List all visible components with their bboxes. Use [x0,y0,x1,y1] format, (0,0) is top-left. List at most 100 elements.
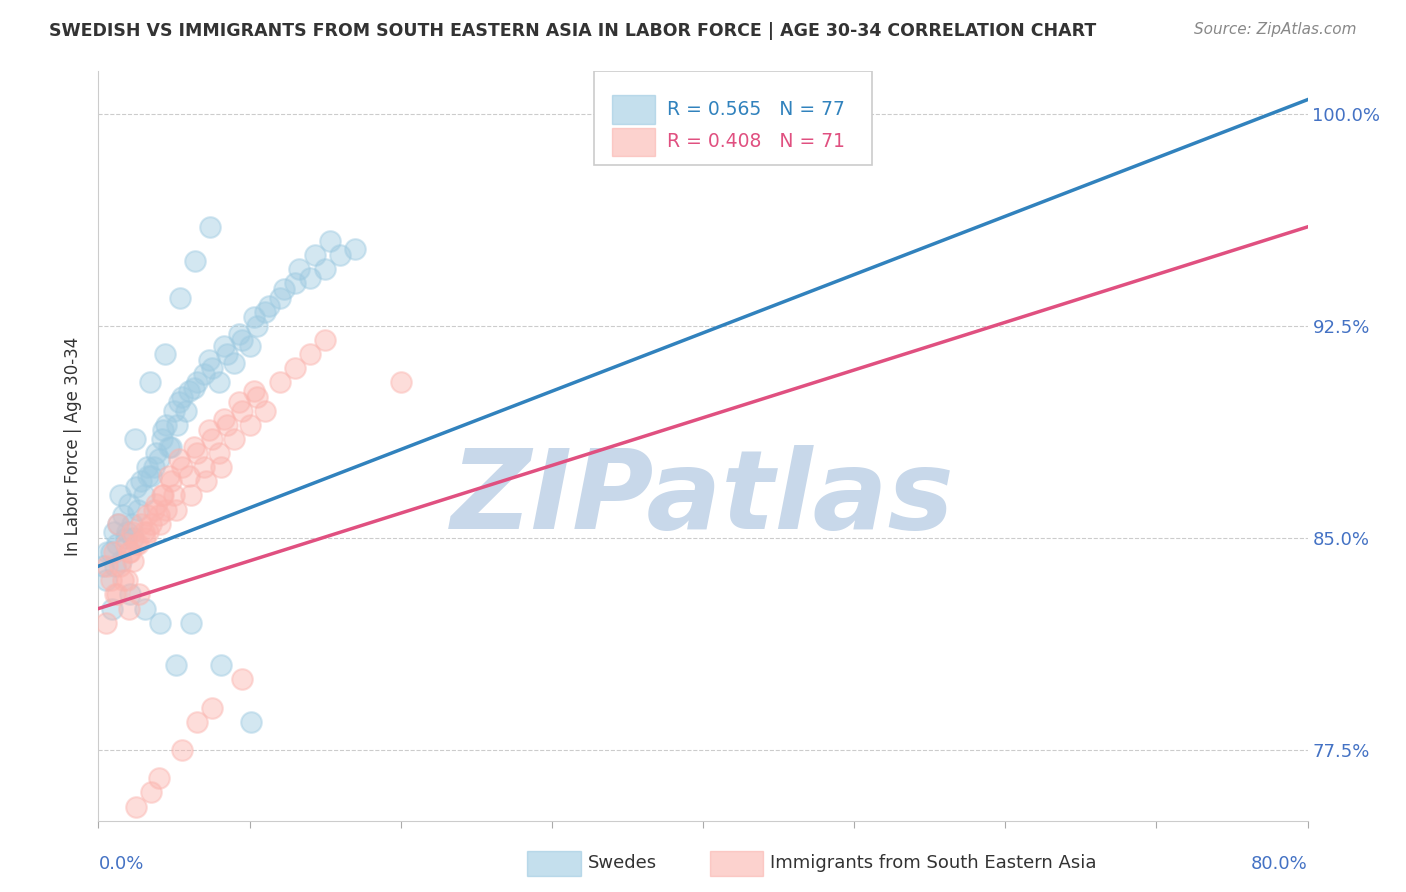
Point [197,424,219,438]
Point [111,508,134,523]
Point [127,502,149,516]
Point [344,243,367,257]
Point [165,502,187,516]
Point [288,262,311,277]
Point [186,446,208,460]
Point [122,553,145,567]
Point [228,395,250,409]
Point [246,318,269,333]
Point [120,587,142,601]
Point [183,441,205,455]
Point [108,488,131,502]
Point [121,516,143,531]
Point [257,299,280,313]
Point [239,338,262,352]
Point [124,432,146,446]
Point [121,525,143,540]
Point [148,771,170,785]
Point [299,270,322,285]
Point [212,338,235,352]
Point [91,559,114,574]
Point [318,234,340,248]
Point [243,310,266,325]
Point [183,381,205,395]
Point [155,417,177,432]
Point [101,601,124,615]
Point [129,475,152,489]
Point [159,468,181,483]
Point [208,376,231,390]
Text: Swedes: Swedes [588,855,657,872]
Point [174,403,197,417]
Point [149,516,172,531]
Point [136,468,159,483]
Point [118,545,141,559]
Point [114,536,136,550]
Point [180,615,202,630]
Point [209,658,232,673]
Point [243,384,266,398]
Point [115,525,138,540]
Point [110,553,132,567]
Point [129,516,152,531]
Point [239,417,262,432]
Point [136,525,159,540]
Y-axis label: In Labor Force | Age 30-34: In Labor Force | Age 30-34 [65,336,83,556]
Point [194,475,217,489]
Point [160,441,183,455]
Point [103,525,125,540]
Point [166,417,188,432]
Point [167,451,190,466]
Point [163,488,186,502]
Point [150,432,173,446]
Point [118,601,141,615]
Point [135,508,157,523]
Text: SWEDISH VS IMMIGRANTS FROM SOUTH EASTERN ASIA IN LABOR FORCE | AGE 30-34 CORRELA: SWEDISH VS IMMIGRANTS FROM SOUTH EASTERN… [49,22,1097,40]
Point [111,574,134,588]
Point [143,502,166,516]
Point [253,304,276,318]
Point [145,446,167,460]
Point [148,451,170,466]
Point [228,327,250,342]
Point [180,488,202,502]
Point [240,714,263,729]
Point [160,475,183,489]
Text: ZIPatlas: ZIPatlas [451,445,955,552]
Point [94,574,117,588]
Point [201,361,224,376]
Point [169,291,191,305]
Point [107,516,129,531]
Point [150,488,173,502]
Text: Immigrants from South Eastern Asia: Immigrants from South Eastern Asia [770,855,1097,872]
Point [197,352,219,367]
Point [115,574,138,588]
FancyBboxPatch shape [613,128,655,156]
Point [200,219,222,234]
Point [163,403,186,417]
Point [134,601,156,615]
Point [108,559,131,574]
Point [170,743,193,757]
Point [104,559,127,574]
Point [179,384,201,398]
Point [104,587,127,601]
Point [224,355,246,369]
Point [193,460,215,475]
Point [186,376,208,390]
Point [186,714,208,729]
Point [148,508,170,523]
Point [170,390,193,404]
Text: 0.0%: 0.0% [98,855,143,872]
Point [152,488,174,502]
Point [231,403,253,417]
Point [125,799,148,814]
Point [125,536,148,550]
Point [139,376,162,390]
Point [145,497,167,511]
Point [135,460,157,475]
Point [152,424,174,438]
Point [128,587,150,601]
Text: Source: ZipAtlas.com: Source: ZipAtlas.com [1194,22,1357,37]
Point [141,516,163,531]
